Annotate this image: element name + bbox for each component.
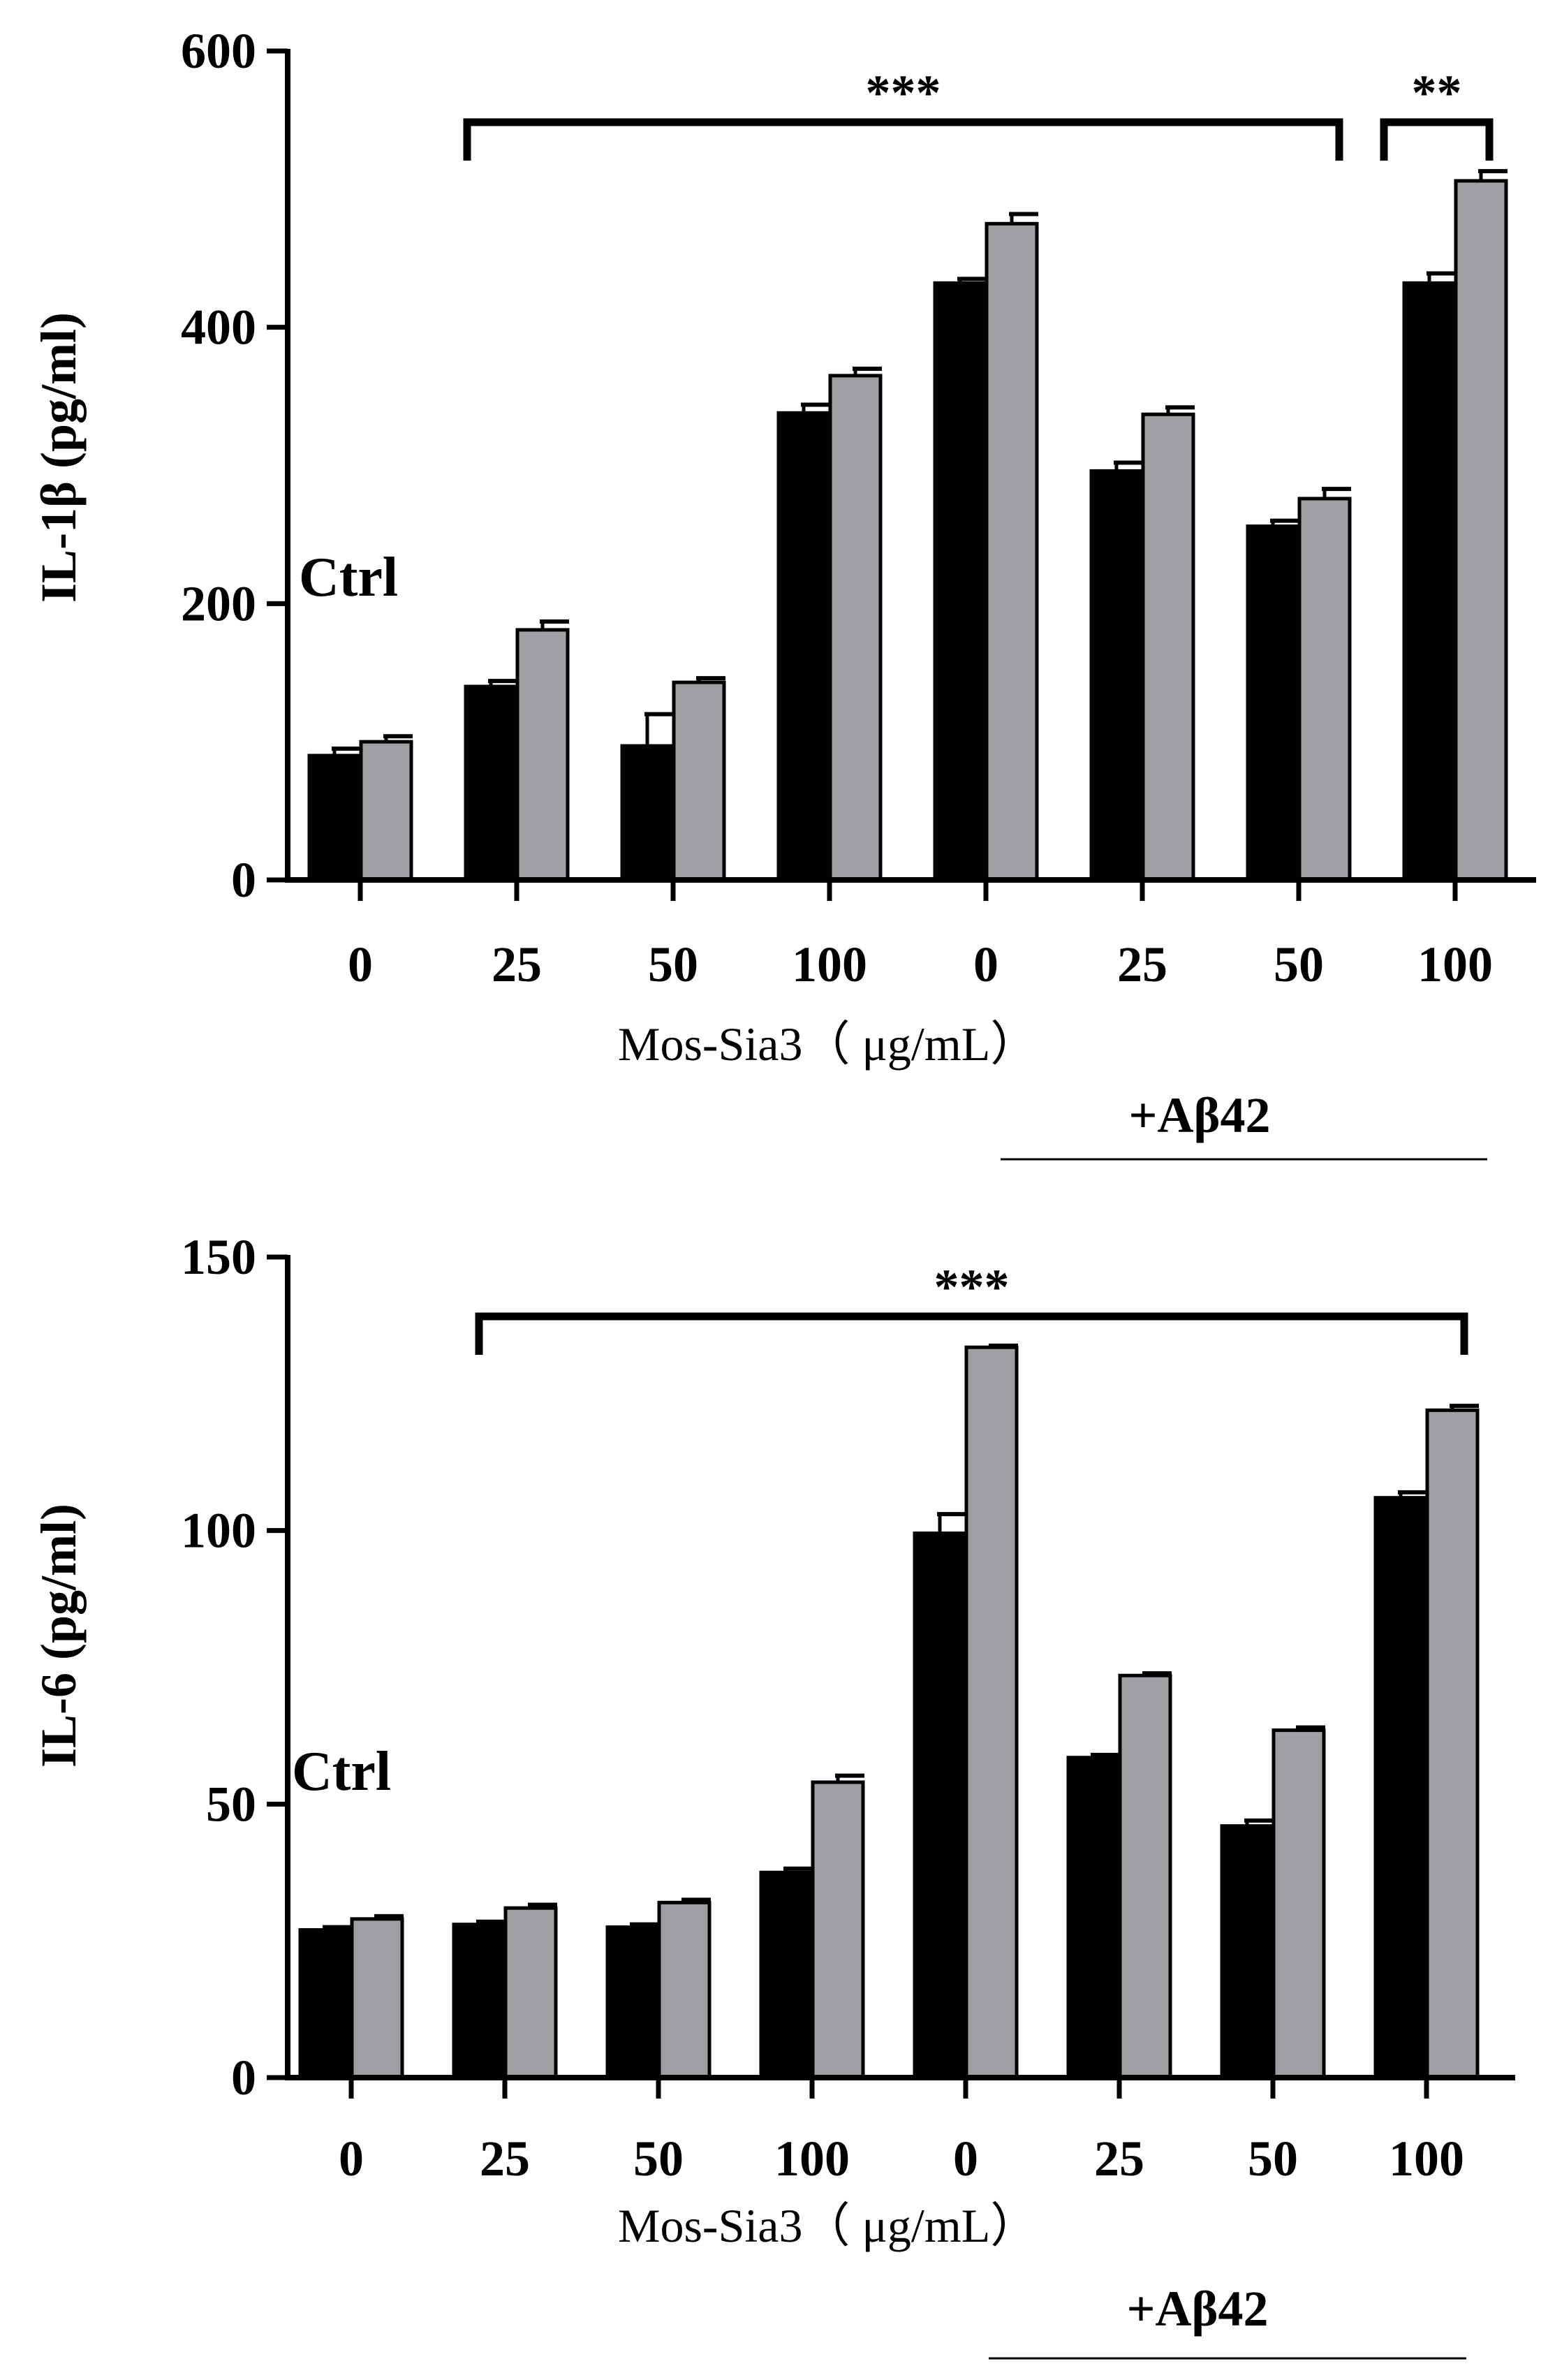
bar-black — [1402, 281, 1457, 882]
x-tick-label: 100 — [1389, 2131, 1464, 2187]
il1b-chart-panel: IL-1β (pg/ml) Ctrl Mos-Sia3（ μg/mL） +Aβ4… — [31, 23, 1536, 1161]
bars — [307, 179, 1508, 882]
x-axis-title: Mos-Sia3（ μg/mL） — [618, 1018, 1038, 1071]
bar-black — [452, 1923, 506, 2080]
y-tick-label: 600 — [181, 23, 256, 79]
y-tick-label: 400 — [181, 300, 256, 355]
y-tick-label: 100 — [181, 1503, 256, 1559]
ctrl-label: Ctrl — [292, 1741, 391, 1802]
bar-gray — [1118, 1673, 1172, 2080]
bar-gray — [359, 740, 413, 882]
significance-label: *** — [866, 65, 941, 121]
bar-gray — [350, 1917, 404, 2080]
y-axis-label: IL-6 (pg/ml) — [31, 1504, 87, 1768]
y-ticks: 0 50 100 150 — [181, 1229, 288, 2106]
x-tick-label: 25 — [480, 2131, 530, 2187]
bar-black — [307, 754, 362, 882]
x-tick-label: 100 — [1417, 936, 1493, 992]
significance-bracket — [475, 1312, 1468, 1355]
x-axis-title: Mos-Sia3（ μg/mL） — [618, 2199, 1038, 2252]
error-bars — [332, 169, 1508, 756]
axes — [285, 49, 1536, 883]
bar-gray — [828, 374, 883, 882]
bar-black — [1220, 1824, 1274, 2080]
bar-gray — [515, 628, 570, 882]
bar-black — [759, 1870, 813, 2080]
y-tick-label: 200 — [181, 575, 256, 631]
treatment-label: +Aβ42 — [1127, 2281, 1269, 2337]
significance-brackets: *** — [475, 1259, 1468, 1355]
x-tick-label: 0 — [348, 936, 373, 992]
bar-gray — [985, 221, 1039, 882]
bar-black — [298, 1928, 353, 2080]
x-tick-label: 25 — [1094, 2131, 1144, 2187]
bar-gray — [1141, 412, 1195, 882]
x-tick-label: 50 — [633, 2131, 684, 2187]
bar-gray — [1297, 497, 1352, 882]
bar-black — [776, 411, 831, 882]
bar-black — [1066, 1756, 1121, 2080]
x-tick-labels: 0 25 50 100 0 25 50 100 — [339, 2078, 1464, 2187]
bar-gray — [672, 680, 726, 882]
x-tick-labels: 0 25 50 100 0 25 50 100 — [348, 880, 1493, 992]
error-bars — [323, 1343, 1479, 1930]
bar-black — [933, 281, 987, 882]
significance-brackets: *** ** — [463, 65, 1494, 161]
bar-black — [1089, 469, 1144, 882]
bar-gray — [1271, 1728, 1326, 2080]
x-tick-label: 50 — [1248, 2131, 1298, 2187]
y-tick-label: 0 — [231, 2050, 256, 2106]
bars — [298, 1345, 1480, 2080]
bar-black — [605, 1925, 660, 2080]
y-tick-label: 50 — [206, 1776, 256, 1832]
bar-gray — [1454, 179, 1508, 882]
y-tick-label: 150 — [181, 1229, 256, 1285]
treatment-label: +Aβ42 — [1129, 1087, 1271, 1143]
significance-bracket — [463, 118, 1343, 161]
x-tick-label: 50 — [648, 936, 698, 992]
significance-label: ** — [1412, 65, 1462, 121]
significance-bracket — [1380, 118, 1494, 161]
y-ticks: 0 200 400 600 — [181, 23, 288, 908]
bar-black — [464, 684, 518, 882]
x-tick-label: 25 — [492, 936, 542, 992]
y-axis-label: IL-1β (pg/ml) — [31, 312, 87, 603]
bar-black — [1373, 1496, 1428, 2080]
axes — [285, 1255, 1515, 2080]
x-tick-label: 100 — [774, 2131, 850, 2187]
bar-gray — [811, 1780, 865, 2080]
bar-black — [620, 744, 675, 882]
significance-label: *** — [934, 1259, 1010, 1315]
bar-black — [1246, 524, 1300, 882]
x-tick-label: 50 — [1274, 936, 1324, 992]
bar-gray — [503, 1906, 558, 2080]
x-tick-label: 0 — [339, 2131, 364, 2187]
x-tick-label: 0 — [953, 2131, 978, 2187]
bar-gray — [657, 1900, 712, 2080]
ctrl-label: Ctrl — [299, 547, 398, 608]
x-tick-label: 0 — [973, 936, 998, 992]
bar-gray — [1425, 1408, 1480, 2080]
bar-black — [913, 1531, 967, 2080]
y-tick-label: 0 — [231, 852, 256, 908]
x-tick-label: 100 — [792, 936, 867, 992]
bar-gray — [964, 1345, 1019, 2080]
il6-chart-panel: IL-6 (pg/ml) Ctrl Mos-Sia3（ μg/mL） +Aβ42… — [31, 1229, 1515, 2360]
x-tick-label: 25 — [1117, 936, 1167, 992]
